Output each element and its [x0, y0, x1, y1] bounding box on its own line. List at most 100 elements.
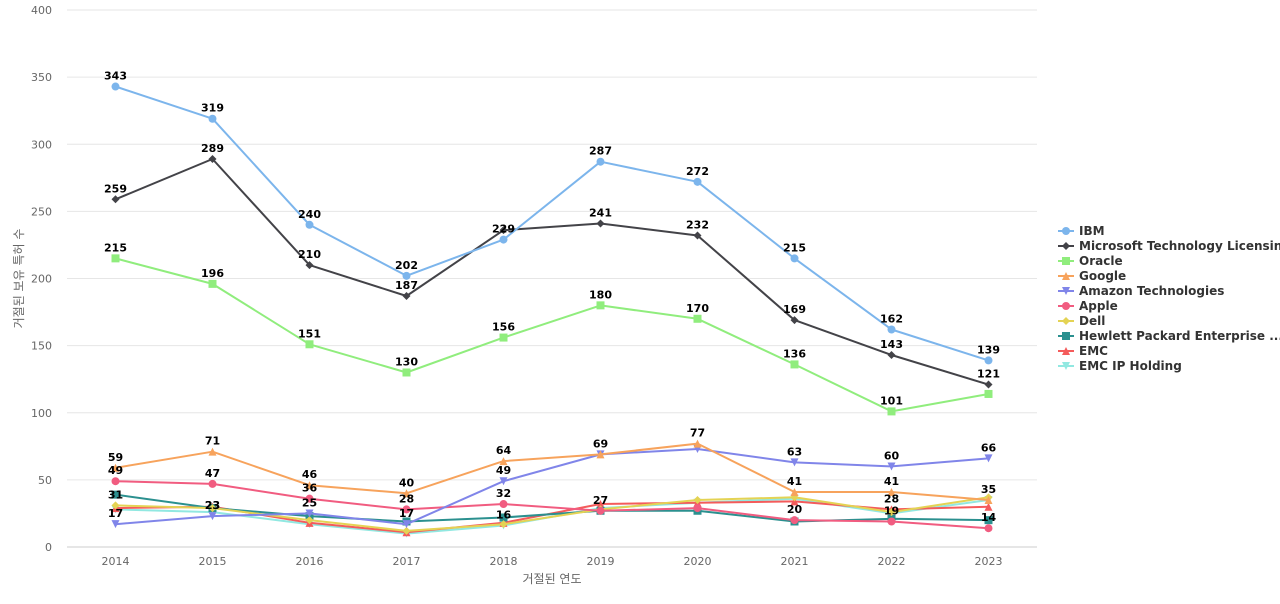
- data-point: [984, 356, 993, 365]
- data-point: [208, 114, 217, 123]
- x-tick-label: 2022: [878, 555, 906, 568]
- x-tick-label: 2016: [296, 555, 324, 568]
- data-point: [984, 496, 993, 505]
- y-tick-label: 350: [31, 71, 52, 84]
- y-tick-label: 250: [31, 205, 52, 218]
- data-label: 215: [783, 241, 806, 254]
- legend-item[interactable]: Oracle: [1058, 254, 1123, 268]
- data-point: [693, 496, 702, 505]
- legend-item[interactable]: EMC IP Holding: [1058, 359, 1182, 373]
- data-label: 240: [298, 208, 321, 221]
- data-point: [111, 490, 120, 499]
- series-microsoft-technology-licensing: [111, 155, 993, 389]
- data-label: 272: [686, 165, 709, 178]
- legend-marker: [1062, 332, 1070, 340]
- x-tick-label: 2020: [684, 555, 712, 568]
- series-line: [115, 257, 989, 413]
- legend-item[interactable]: IBM: [1058, 224, 1105, 238]
- data-label: 169: [783, 303, 806, 316]
- gridlines: [67, 9, 1037, 548]
- data-point: [887, 325, 896, 334]
- legend-item[interactable]: Dell: [1058, 314, 1105, 328]
- data-label: 23: [205, 499, 220, 512]
- data-point: [984, 516, 993, 525]
- data-point: [887, 407, 896, 416]
- data-point: [887, 462, 896, 471]
- data-label: 69: [593, 437, 608, 450]
- data-label: 156: [492, 321, 515, 334]
- data-label: 210: [298, 248, 321, 261]
- data-label: 101: [880, 394, 903, 407]
- legend-item[interactable]: Amazon Technologies: [1058, 284, 1224, 298]
- legend-item[interactable]: Google: [1058, 269, 1126, 283]
- data-point: [887, 508, 896, 517]
- data-label: 259: [104, 182, 127, 195]
- data-point: [499, 333, 508, 342]
- data-point: [596, 219, 605, 228]
- data-label: 196: [201, 267, 224, 280]
- legend-marker: [1062, 272, 1070, 280]
- data-label: 23: [205, 499, 220, 512]
- legend-marker: [1062, 287, 1070, 295]
- x-tick-label: 2014: [102, 555, 130, 568]
- data-label: 319: [201, 102, 224, 115]
- data-point: [402, 368, 411, 377]
- data-point: [305, 261, 314, 270]
- data-point: [305, 220, 314, 229]
- data-label: 71: [205, 435, 220, 448]
- data-label: 121: [977, 368, 1000, 381]
- data-point: [111, 501, 120, 510]
- data-point: [208, 512, 217, 521]
- y-axis: 0 50 100 150 200 250 300 350 400: [31, 4, 52, 554]
- data-point: [402, 526, 411, 535]
- legend-item[interactable]: Microsoft Technology Licensing: [1058, 239, 1280, 253]
- data-label: 35: [981, 483, 996, 496]
- data-point: [111, 254, 120, 263]
- data-point: [305, 340, 314, 349]
- data-point: [596, 450, 605, 459]
- legend-label: EMC: [1079, 344, 1108, 358]
- legend-label: Oracle: [1079, 254, 1123, 268]
- data-point: [499, 513, 508, 522]
- data-label: 17: [399, 507, 414, 520]
- data-point: [208, 155, 217, 164]
- data-label: 287: [589, 145, 612, 158]
- data-point: [693, 231, 702, 240]
- data-label: 20: [787, 503, 803, 516]
- data-label: 232: [686, 219, 709, 232]
- data-label: 14: [981, 511, 997, 524]
- legend-marker: [1062, 242, 1070, 250]
- data-label: 49: [108, 464, 123, 477]
- y-tick-label: 50: [38, 474, 52, 487]
- legend-item[interactable]: Hewlett Packard Enterprise ...: [1058, 329, 1280, 343]
- data-label: 49: [496, 464, 511, 477]
- legend-label: Microsoft Technology Licensing: [1079, 239, 1280, 253]
- series-line: [115, 85, 989, 362]
- data-point: [499, 500, 508, 509]
- data-point: [499, 226, 508, 235]
- data-point: [596, 301, 605, 310]
- data-labels: 343 319 240 202 229 287 272 215 162 139 259 289 210 1…: [104, 70, 1000, 525]
- y-tick-label: 150: [31, 340, 52, 353]
- data-label: 343: [104, 70, 127, 83]
- data-label: 41: [884, 475, 899, 488]
- data-label: 19: [884, 504, 899, 517]
- data-label: 289: [201, 142, 224, 155]
- series-google: [111, 439, 993, 505]
- legend-item[interactable]: EMC: [1058, 344, 1108, 358]
- data-point: [596, 500, 605, 509]
- x-tick-label: 2023: [975, 555, 1003, 568]
- data-label: 27: [593, 494, 608, 507]
- data-point: [887, 351, 896, 360]
- legend-item[interactable]: Apple: [1058, 299, 1118, 313]
- data-point: [790, 360, 799, 369]
- legend-marker: [1062, 362, 1070, 370]
- legend-marker: [1062, 227, 1070, 235]
- data-point: [111, 195, 120, 204]
- data-label: 180: [589, 288, 612, 301]
- data-point: [402, 271, 411, 280]
- series-ibm: [111, 82, 993, 365]
- data-point: [111, 82, 120, 91]
